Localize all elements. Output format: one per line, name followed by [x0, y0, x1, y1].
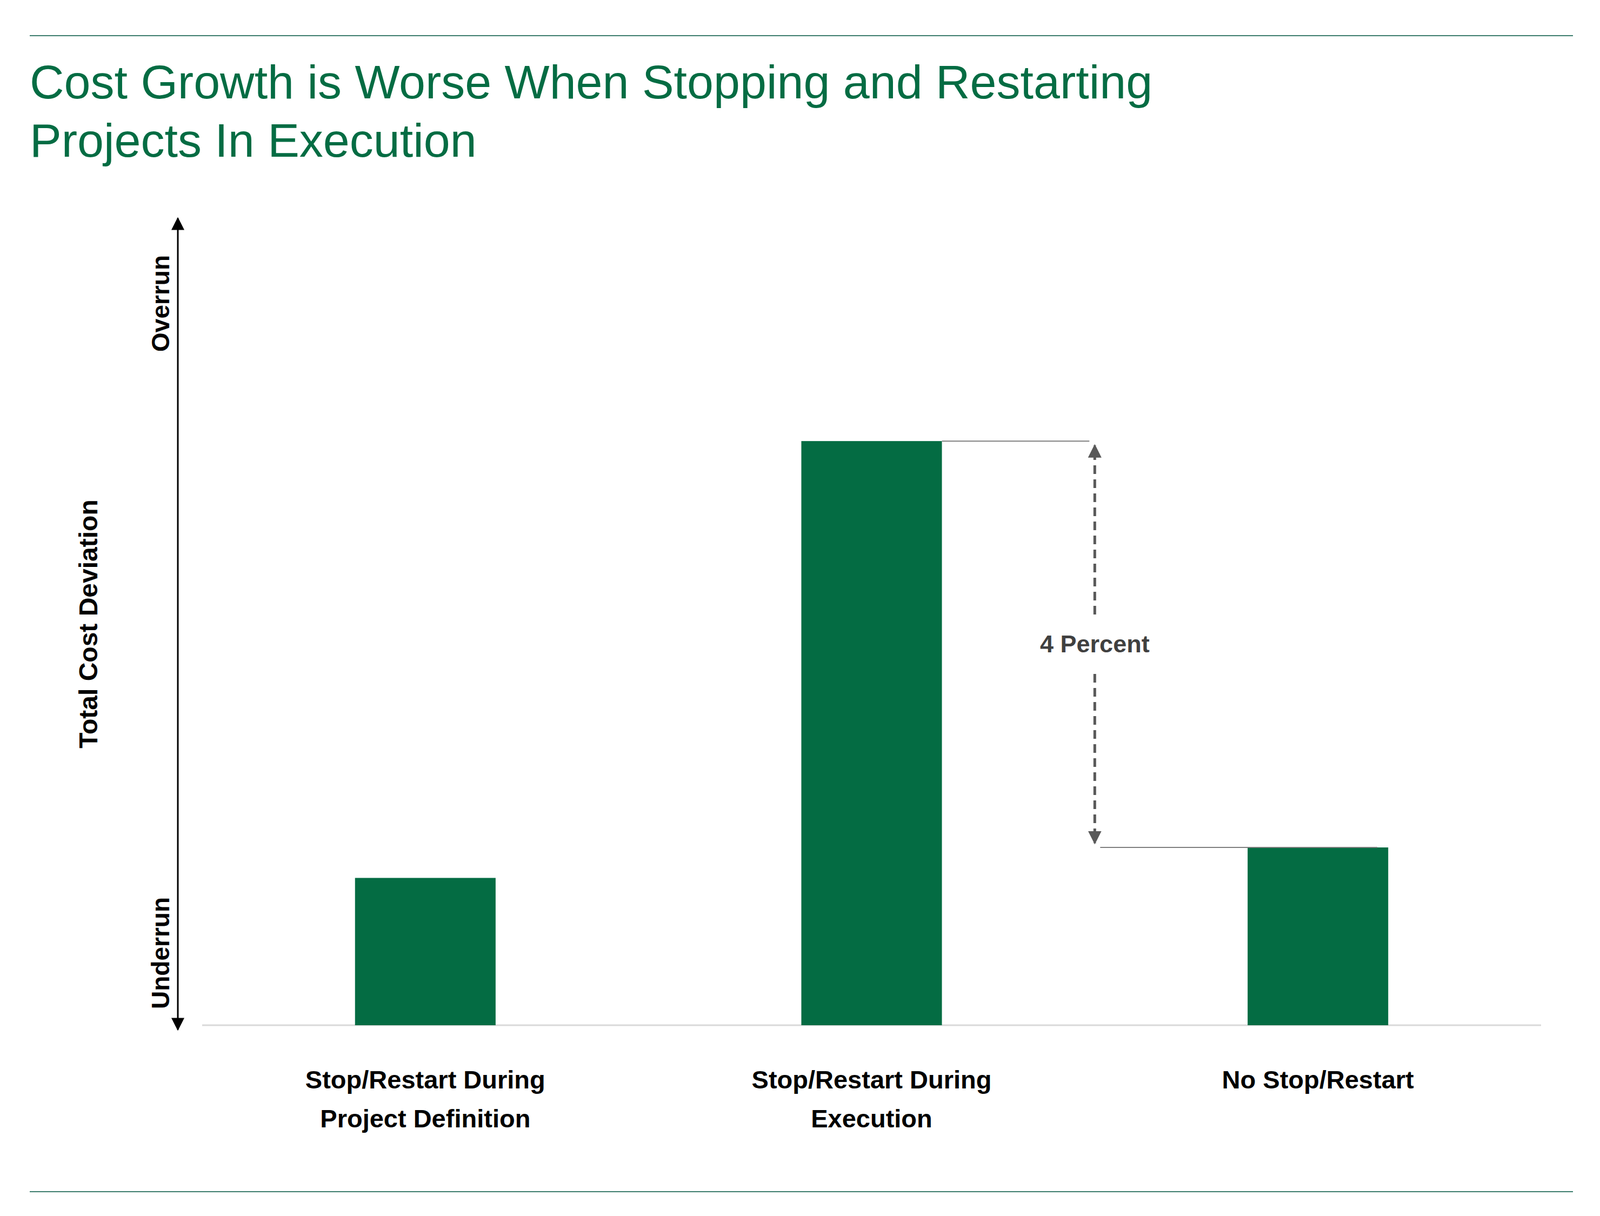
- y-tick-label: Overrun: [146, 255, 175, 352]
- y-axis: [177, 218, 179, 1030]
- annotation: 4 Percent: [1040, 630, 1150, 658]
- chart: Cost Growth is Worse When Stopping and R…: [0, 0, 1600, 1216]
- top-rule: [29, 35, 1573, 37]
- bar: [1247, 847, 1389, 1026]
- x-tick-label: Stop/Restart DuringProject Definition: [305, 1065, 546, 1133]
- y-tick-label: Underrun: [146, 897, 175, 1010]
- x-tick-label: Stop/Restart DuringExecution: [751, 1065, 992, 1133]
- annotation-arrow: [1093, 674, 1097, 844]
- y-axis-label: Total Cost Deviation: [74, 499, 103, 749]
- bottom-rule: [29, 1191, 1573, 1193]
- annotation-guide: [1100, 847, 1378, 849]
- annotation-arrow: [1093, 445, 1097, 615]
- annotation-guide: [942, 440, 1090, 442]
- bars: [355, 441, 1389, 1026]
- x-tick-label: No Stop/Restart: [1222, 1065, 1415, 1095]
- bar: [801, 441, 942, 1026]
- title: Cost Growth is Worse When Stopping and R…: [29, 55, 1153, 168]
- bar: [355, 877, 496, 1026]
